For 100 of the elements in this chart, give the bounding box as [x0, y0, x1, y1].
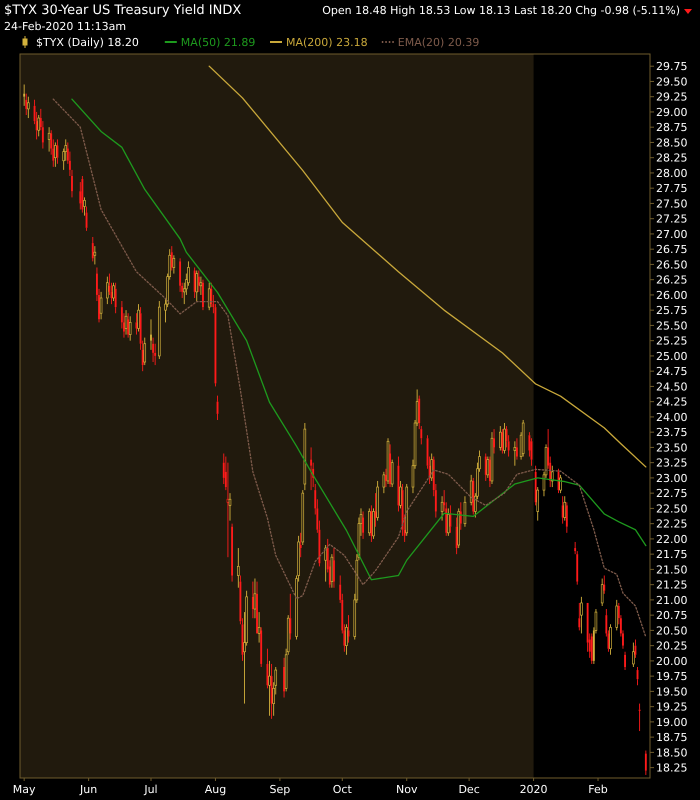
candlestick: [374, 492, 376, 528]
candlestick: [81, 176, 84, 214]
candlestick: [490, 432, 494, 484]
candlestick: [94, 246, 96, 265]
candlestick: [638, 703, 641, 732]
candlestick: [140, 306, 142, 350]
candlestick: [456, 517, 458, 555]
y-tick-label: 22.50: [656, 502, 688, 516]
candlestick: [137, 304, 140, 332]
candlestick: [574, 542, 576, 555]
candlestick: [270, 663, 273, 720]
candlestick: [158, 300, 161, 360]
candlestick: [368, 508, 371, 536]
y-tick-label: 23.75: [656, 426, 688, 440]
y-tick-label: 25.00: [656, 350, 688, 363]
line-series: [208, 66, 646, 468]
chart-title: $TYX 30-Year US Treasury Yield INDX: [4, 3, 242, 18]
candlestick: [179, 258, 182, 292]
y-tick-label: 26.50: [656, 258, 688, 272]
y-tick-label: 18.25: [656, 762, 688, 775]
candlestick: [440, 496, 444, 522]
y-tick-label: 19.00: [656, 716, 688, 729]
candlestick: [194, 267, 196, 298]
candlestick: [283, 657, 285, 698]
y-tick-label: 28.75: [656, 121, 688, 134]
y-tick-label: 25.25: [656, 334, 688, 348]
y-tick-label: 25.75: [656, 304, 688, 318]
y-tick-label: 23.00: [656, 472, 688, 485]
candlestick: [324, 544, 327, 582]
candlestick: [187, 260, 190, 286]
candlestick: [386, 438, 390, 484]
candlestick: [120, 300, 123, 329]
candlestick: [71, 169, 73, 198]
y-tick-label: 18.75: [656, 731, 688, 744]
candlestick: [42, 120, 44, 149]
y-tick-label: 19.50: [656, 685, 688, 698]
y-tick-label: 29.25: [656, 90, 688, 104]
candlestick: [48, 126, 50, 152]
x-tick-label: Nov: [396, 783, 418, 796]
y-tick-label: 22.00: [656, 532, 688, 546]
candlestick: [562, 496, 564, 524]
candlestick: [128, 316, 132, 342]
x-tick-label: Feb: [588, 783, 608, 796]
y-tick-label: 29.75: [656, 60, 688, 74]
candlestick: [231, 523, 234, 582]
y-tick-label: 27.75: [656, 182, 688, 196]
candlestick: [150, 318, 152, 350]
candlestick: [202, 279, 204, 311]
y-tick-label: 21.75: [656, 548, 688, 562]
candlestick: [530, 438, 532, 466]
candlestick: [266, 648, 268, 689]
y-tick-label: 18.50: [656, 746, 688, 760]
candlestick: [68, 151, 71, 176]
candlestick: [54, 142, 57, 168]
candlestick: [214, 304, 216, 387]
candlestick: [580, 596, 583, 634]
candlestick: [152, 337, 154, 362]
candlestick: [600, 578, 604, 606]
candlestick: [124, 310, 128, 336]
candlestick: [516, 438, 518, 460]
candlestick: [333, 548, 335, 588]
candlestick: [348, 614, 350, 644]
y-tick-label: 20.75: [656, 609, 688, 622]
y-tick-label: 20.25: [656, 640, 688, 653]
y-tick-label: 28.25: [656, 152, 688, 165]
candlestick: [634, 639, 636, 658]
y-tick-label: 21.25: [656, 578, 688, 592]
x-tick-label: Sep: [270, 783, 290, 796]
legend-label: MA(50) 21.89: [180, 36, 256, 49]
y-tick-label: 27.50: [656, 197, 688, 210]
legend-label: EMA(20) 20.39: [398, 36, 480, 49]
candlestick: [23, 84, 26, 106]
candlestick: [389, 444, 392, 488]
candlestick: [566, 502, 568, 534]
candlestick: [127, 312, 130, 338]
candlestick: [239, 575, 242, 625]
y-tick-label: 25.50: [656, 319, 688, 332]
y-tick-label: 19.25: [656, 700, 688, 714]
y-tick-label: 22.25: [656, 518, 688, 531]
candlestick: [216, 395, 218, 420]
candlestick: [62, 148, 65, 170]
candlestick: [464, 496, 466, 528]
x-tick-label: Jun: [79, 783, 98, 796]
y-tick-label: 24.25: [656, 396, 688, 409]
candlestick: [558, 468, 560, 494]
candlestick: [310, 446, 312, 491]
y-tick-label: 28.50: [656, 136, 688, 150]
candlestick: [636, 666, 638, 686]
y-tick-label: 26.75: [656, 243, 688, 256]
candlestick: [100, 291, 102, 320]
candlestick: [644, 750, 647, 776]
x-tick-label: Dec: [458, 783, 480, 796]
candlestick: [503, 422, 506, 454]
legend-label: $TYX (Daily) 18.20: [36, 36, 139, 49]
y-tick-label: 24.75: [656, 365, 688, 378]
y-tick-label: 21.50: [656, 563, 688, 576]
candlestick: [514, 440, 516, 466]
candlestick: [56, 138, 58, 164]
y-tick-label: 27.25: [656, 212, 688, 226]
x-tick-label: Jul: [143, 783, 158, 796]
